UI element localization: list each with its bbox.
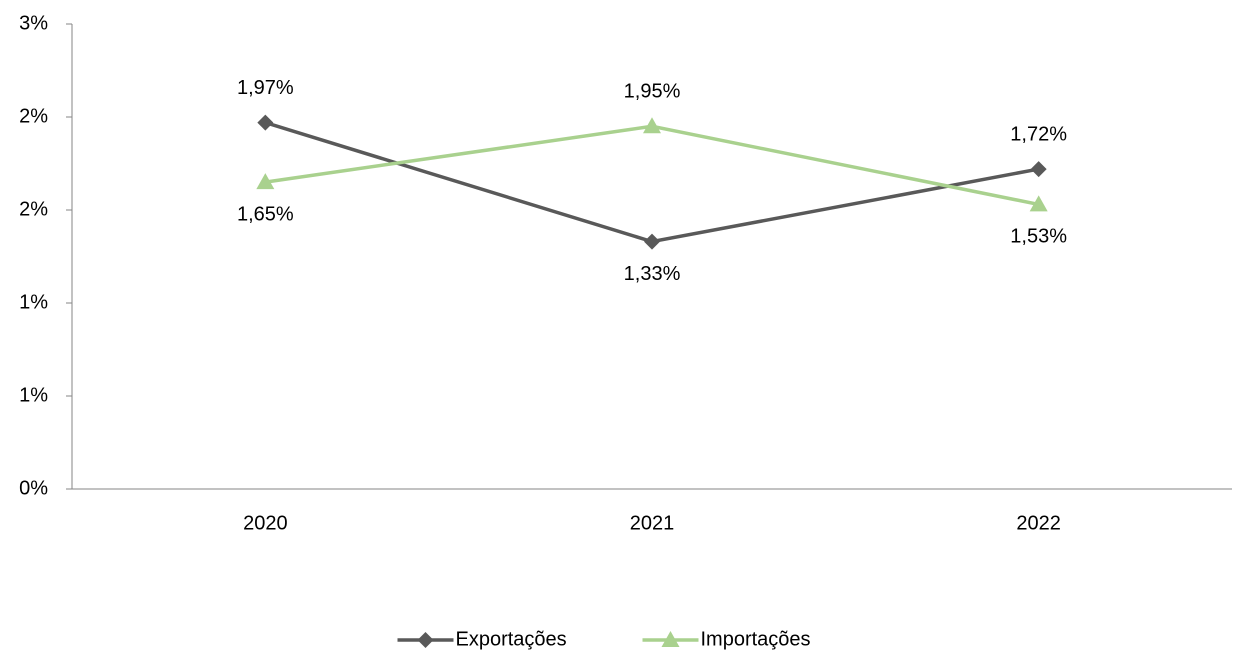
x-tick-label: 2021 [630, 512, 675, 534]
data-label: 1,33% [624, 263, 681, 285]
y-tick-label: 1% [19, 291, 48, 313]
marker [417, 632, 434, 648]
y-tick-label: 1% [19, 384, 48, 406]
line [265, 124, 1040, 207]
data-label: 1,72% [1010, 123, 1067, 145]
y-tick-label: 3% [19, 12, 48, 34]
marker [257, 114, 274, 131]
legend-label: Importações [701, 628, 811, 650]
data-label: 1,95% [624, 81, 681, 103]
y-tick-label: 2% [19, 105, 48, 127]
legend-label: Exportações [456, 628, 567, 650]
marker [1029, 195, 1048, 212]
marker [256, 173, 275, 190]
marker [644, 233, 660, 250]
y-tick-label: 0% [19, 477, 48, 499]
x-tick-label: 2020 [243, 512, 288, 534]
data-label: 1,97% [237, 77, 294, 99]
marker [643, 117, 661, 134]
y-tick-label: 2% [19, 198, 48, 220]
marker [1030, 161, 1047, 178]
marker [661, 631, 680, 647]
data-label: 1,65% [237, 203, 294, 225]
data-label: 1,53% [1010, 226, 1067, 248]
x-tick-label: 2022 [1016, 512, 1061, 534]
